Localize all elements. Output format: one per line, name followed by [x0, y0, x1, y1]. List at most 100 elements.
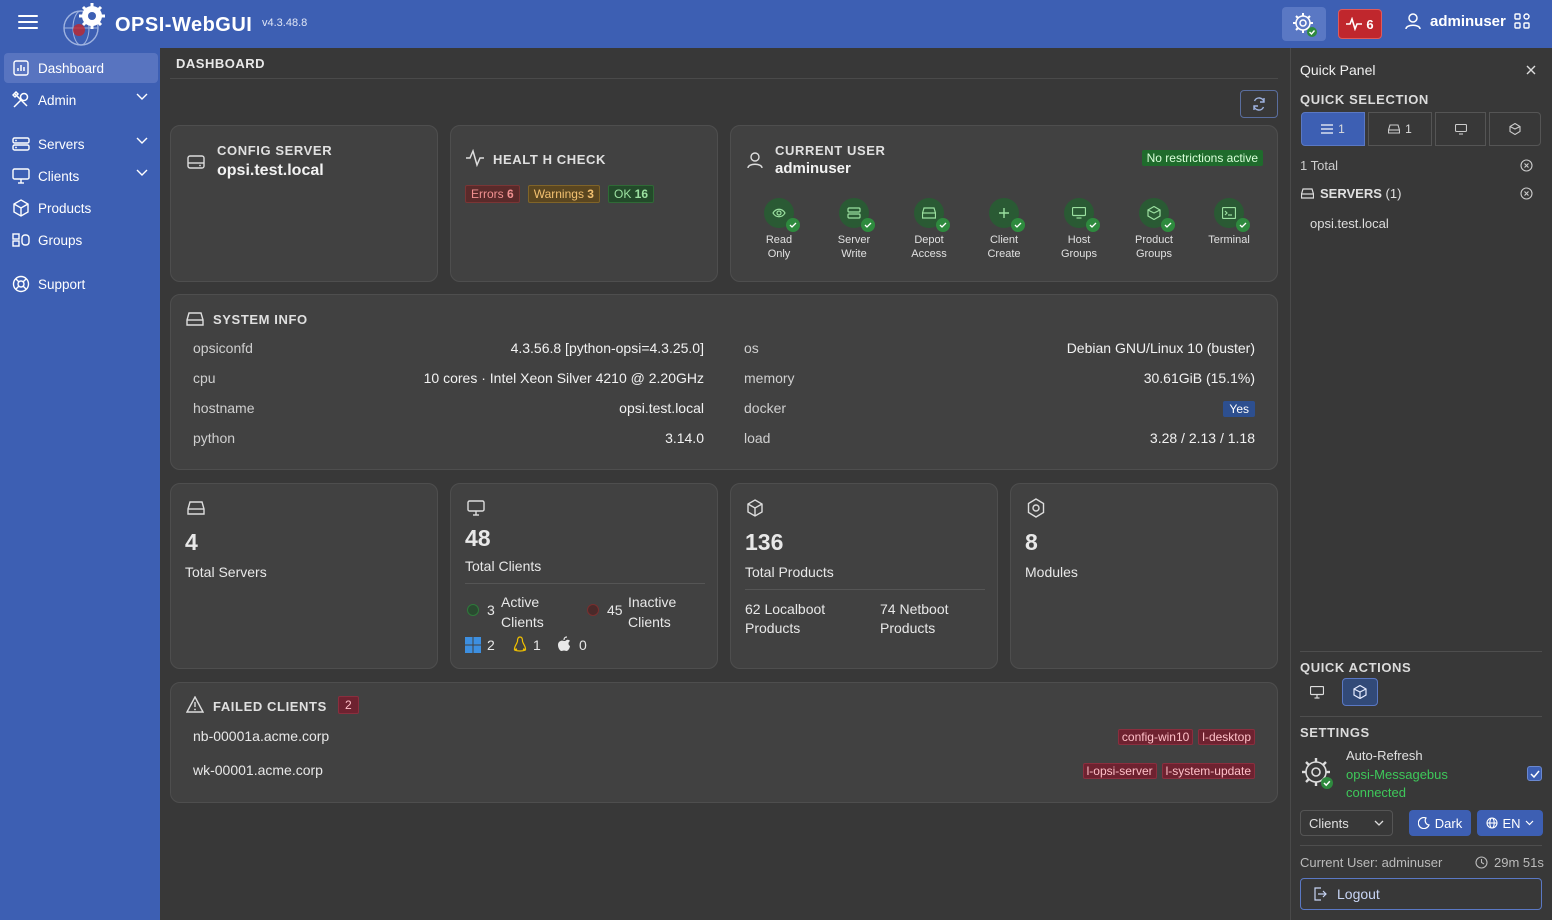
check-icon — [936, 218, 950, 232]
theme-label: Dark — [1434, 815, 1463, 831]
localboot-label: 62 Localboot Products — [745, 601, 826, 636]
refresh-button[interactable] — [1240, 90, 1278, 118]
clock-icon — [1475, 856, 1488, 869]
modules-stat-card[interactable]: 8 Modules — [1010, 483, 1278, 669]
selected-server-item[interactable]: opsi.test.local — [1310, 216, 1389, 231]
health-alert-button[interactable]: 6 — [1338, 9, 1382, 39]
product-tag[interactable]: l-opsi-server — [1082, 763, 1157, 779]
product-tag[interactable]: l-system-update — [1161, 763, 1255, 779]
sysinfo-value: 30.61GiB (15.1%) — [1143, 370, 1255, 386]
sysinfo-key: python — [193, 430, 236, 446]
ok-badge[interactable]: OK 16 — [607, 185, 655, 203]
linux-count: 1 — [533, 637, 541, 653]
monitor-icon — [11, 166, 31, 186]
divider — [170, 78, 1278, 79]
auto-refresh-checkbox[interactable] — [1527, 766, 1542, 781]
servers-section-label: SERVERS (1) — [1320, 186, 1402, 201]
box-icon — [747, 499, 763, 517]
sidebar-item-servers[interactable]: Servers — [4, 129, 158, 159]
sidebar-item-label: Groups — [38, 232, 83, 248]
seg-clients-count: 1 — [1338, 122, 1345, 136]
inactive-count: 45 — [607, 602, 623, 618]
failed-client-name[interactable]: wk-00001.acme.corp — [193, 762, 323, 778]
gear-icon — [1293, 13, 1317, 37]
seg-monitor-button[interactable] — [1435, 112, 1486, 146]
sidebar-item-admin[interactable]: Admin — [4, 85, 158, 115]
action-products-button[interactable] — [1342, 678, 1378, 706]
servers-label: Total Servers — [185, 564, 267, 580]
seg-products-button[interactable] — [1489, 112, 1541, 146]
errors-badge[interactable]: Errors 6 — [465, 185, 520, 203]
check-icon — [861, 218, 875, 232]
terminal-icon — [1214, 198, 1250, 232]
close-icon[interactable] — [1526, 65, 1536, 75]
seg-servers-button[interactable]: 1 — [1368, 112, 1432, 146]
logout-button[interactable]: Logout — [1300, 878, 1542, 910]
pulse-icon — [466, 149, 484, 167]
sysinfo-key: memory — [744, 370, 795, 386]
user-icon — [1405, 13, 1421, 30]
menu-icon[interactable] — [18, 15, 38, 33]
clear-circle-icon[interactable] — [1520, 187, 1533, 200]
user-menu[interactable]: adminuser — [1404, 12, 1530, 30]
logout-icon — [1314, 887, 1327, 901]
sidebar-item-products[interactable]: Products — [4, 193, 158, 223]
clients-stat-card[interactable]: 48 Total Clients 3 Active Clients 45 Inac… — [450, 483, 718, 669]
drive-icon — [187, 501, 205, 515]
chevron-down-icon — [1374, 820, 1384, 826]
sidebar-item-dashboard[interactable]: Dashboard — [4, 53, 158, 83]
language-label: EN — [1502, 815, 1521, 831]
active-label: Active Clients — [501, 594, 544, 630]
view-select[interactable]: Clients — [1300, 810, 1393, 836]
sysinfo-key: docker — [744, 400, 787, 416]
quick-actions-label: QUICK ACTIONS — [1300, 660, 1412, 675]
warnings-badge[interactable]: Warnings 3 — [527, 185, 600, 203]
language-select[interactable]: EN — [1477, 810, 1543, 836]
servers-stat-card[interactable]: 4 Total Servers — [170, 483, 438, 669]
linux-icon — [513, 636, 527, 652]
products-stat-card[interactable]: 136 Total Products 62 Localboot Products … — [730, 483, 998, 669]
config-server-value: opsi.test.local — [217, 162, 324, 179]
chevron-down-icon — [1525, 820, 1533, 826]
sysinfo-key: cpu — [193, 370, 216, 386]
current-user-footer: Current User: adminuser — [1300, 855, 1443, 870]
restriction-badge: No restrictions active — [1141, 150, 1263, 166]
globe-icon — [1486, 817, 1499, 829]
monitor-icon — [1064, 198, 1100, 232]
theme-toggle-button[interactable]: Dark — [1409, 810, 1471, 836]
drive-icon — [914, 198, 950, 232]
session-timer: 29m 51s — [1494, 855, 1544, 870]
connected-status: connected — [1346, 785, 1406, 800]
messagebus-button[interactable] — [1282, 7, 1326, 41]
system-info-card: SYSTEM INFO — [170, 294, 1278, 470]
clear-circle-icon[interactable] — [1520, 159, 1533, 172]
permission-host: Host Groups — [1049, 198, 1109, 261]
sysinfo-key: opsiconfd — [193, 340, 253, 356]
check-icon — [786, 218, 800, 232]
failed-client-name[interactable]: nb-00001a.acme.corp — [193, 728, 330, 744]
sidebar-item-label: Support — [38, 276, 86, 292]
sysinfo-value: 4.3.56.8 [python-opsi=4.3.25.0] — [510, 340, 704, 356]
inactive-label: Inactive Clients — [628, 594, 677, 630]
tools-icon — [11, 90, 31, 110]
failed-clients-card: FAILED CLIENTS 2 — [170, 682, 1278, 803]
failed-client-tags: l-opsi-server l-system-update — [1082, 763, 1255, 779]
product-tag[interactable]: l-desktop — [1198, 729, 1255, 745]
permission-label: Product Groups — [1135, 234, 1173, 260]
sidebar-item-groups[interactable]: Groups — [4, 225, 158, 255]
refresh-icon — [1253, 97, 1265, 111]
permission-depot: Depot Access — [899, 198, 959, 261]
quick-panel-title: Quick Panel — [1300, 62, 1376, 78]
permission-label: Read Only — [765, 234, 793, 260]
seg-clients-button[interactable]: 1 — [1301, 112, 1365, 146]
product-tag[interactable]: config-win10 — [1117, 729, 1194, 745]
pulse-icon — [1346, 17, 1363, 31]
sidebar-item-support[interactable]: Support — [4, 269, 158, 299]
health-check-card[interactable]: HEALT H CHECK Errors 6 Warnings 3 OK 16 — [450, 125, 718, 282]
groups-icon — [11, 230, 31, 250]
warning-icon — [186, 696, 204, 713]
action-monitor-button[interactable] — [1304, 679, 1330, 705]
view-select-value: Clients — [1309, 815, 1349, 831]
sidebar-item-clients[interactable]: Clients — [4, 161, 158, 191]
version-label: v4.3.48.8 — [262, 17, 308, 29]
